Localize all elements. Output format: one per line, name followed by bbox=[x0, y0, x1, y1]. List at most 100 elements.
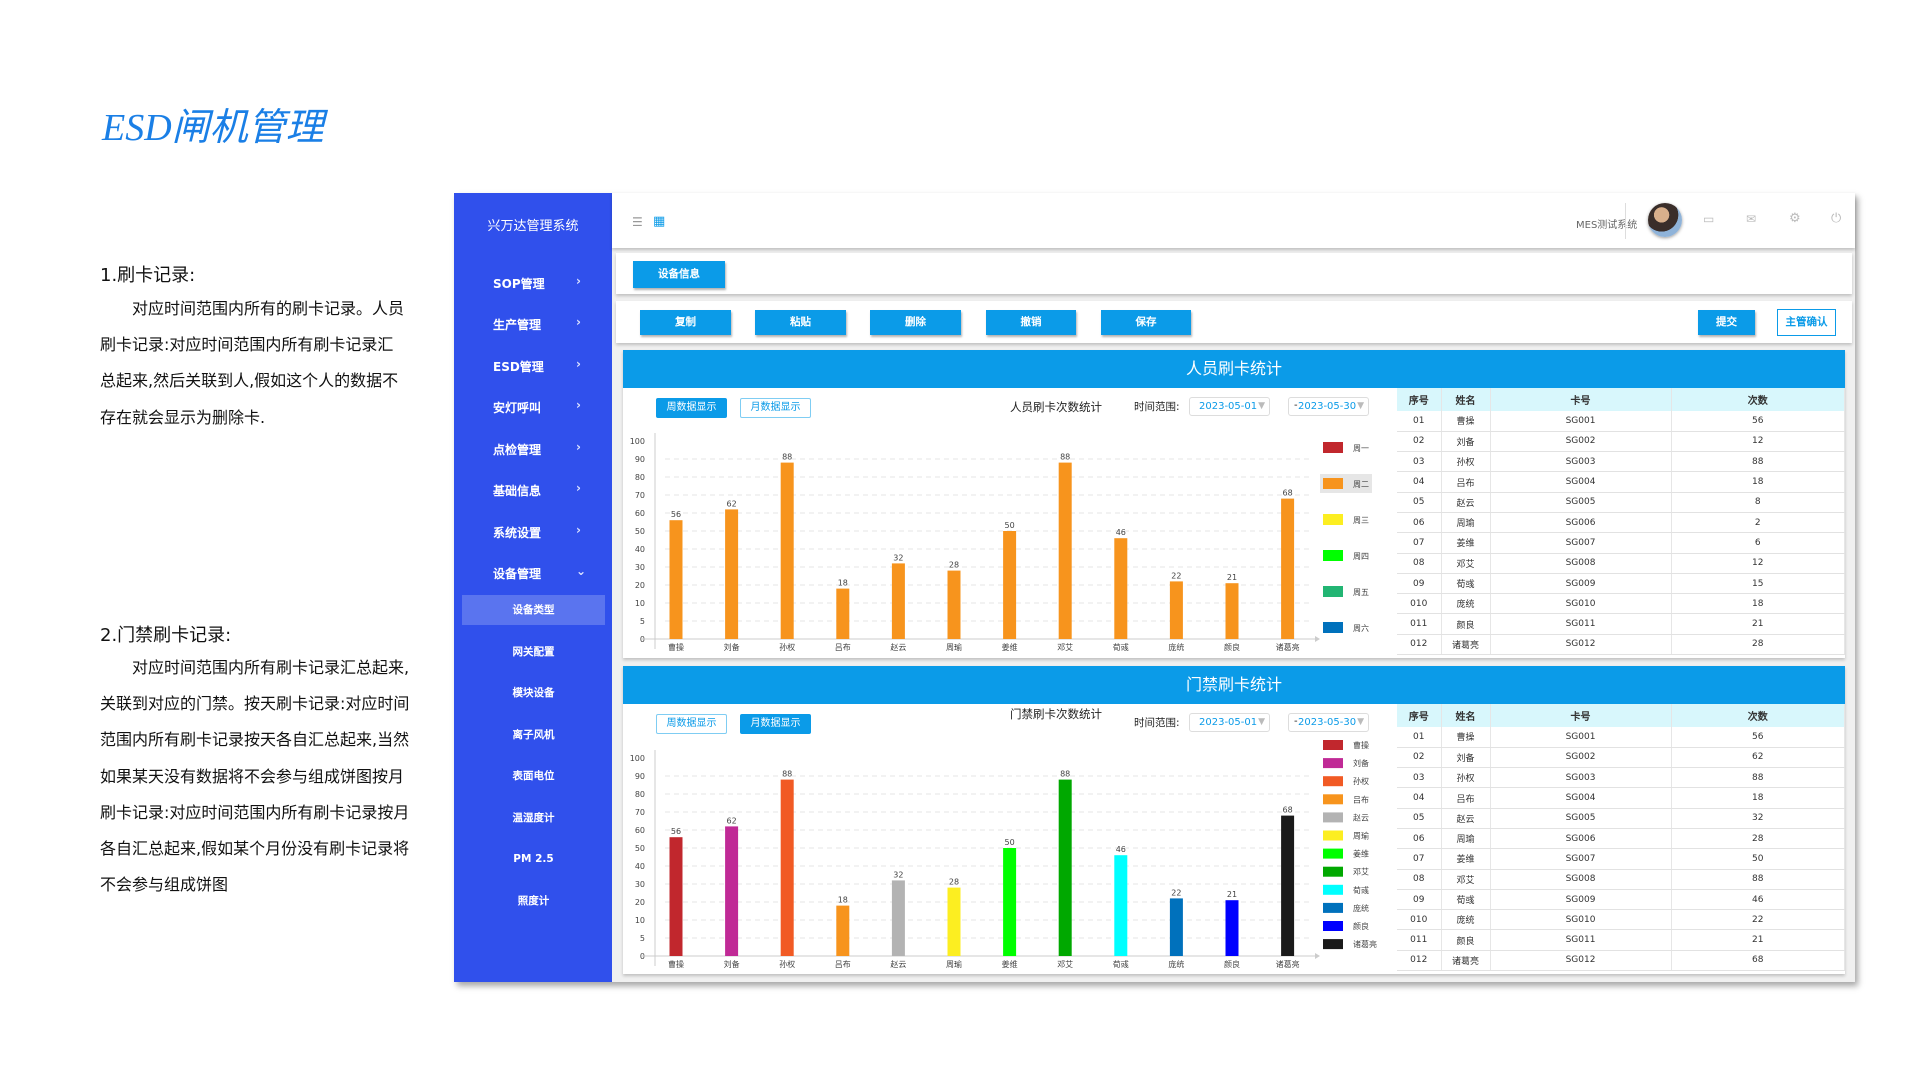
copy-button[interactable]: 复制 bbox=[640, 310, 731, 335]
legend-label[interactable]: 周六 bbox=[1353, 623, 1369, 633]
month-data-button[interactable]: 月数据显示 bbox=[740, 714, 811, 734]
sidebar-item[interactable]: 基础信息 › bbox=[454, 475, 612, 505]
sidebar-subitem[interactable]: 温湿度计 bbox=[512, 812, 555, 824]
delete-button[interactable]: 删除 bbox=[870, 310, 961, 335]
table-row[interactable]: 07 姜维 SG007 6 bbox=[1397, 532, 1845, 554]
sidebar-item[interactable]: 系统设置 › bbox=[454, 517, 612, 547]
dropdown-icon: ▼ bbox=[1357, 717, 1364, 727]
save-button[interactable]: 保存 bbox=[1101, 310, 1191, 335]
sidebar-subitem[interactable]: 表面电位 bbox=[512, 770, 555, 782]
legend-label[interactable]: 周四 bbox=[1353, 552, 1369, 561]
legend-label[interactable]: 周三 bbox=[1353, 516, 1369, 525]
column-header[interactable]: 卡号 bbox=[1490, 704, 1672, 727]
legend-label[interactable]: 赵云 bbox=[1353, 812, 1369, 822]
legend-label[interactable]: 周二 bbox=[1353, 480, 1369, 489]
table-row[interactable]: 03 孙权 SG003 88 bbox=[1397, 767, 1845, 789]
month-data-button[interactable]: 月数据显示 bbox=[740, 398, 811, 418]
x-axis-arrow bbox=[1315, 636, 1320, 642]
table-row[interactable]: 01 曹操 SG001 56 bbox=[1397, 411, 1845, 432]
column-header[interactable]: 序号 bbox=[1397, 388, 1442, 411]
x-tick-label: 赵云 bbox=[890, 642, 906, 652]
tab-device-info[interactable]: 设备信息 bbox=[633, 261, 725, 288]
table-row[interactable]: 06 周瑜 SG006 2 bbox=[1397, 512, 1845, 534]
legend-label[interactable]: 邓艾 bbox=[1353, 868, 1369, 877]
sidebar-subitem[interactable]: 离子风机 bbox=[512, 729, 555, 741]
table-row[interactable]: 012 诸葛亮 SG012 28 bbox=[1397, 634, 1845, 656]
table-row[interactable]: 011 颜良 SG011 21 bbox=[1397, 929, 1845, 951]
column-header[interactable]: 姓名 bbox=[1441, 388, 1491, 411]
legend-label[interactable]: 刘备 bbox=[1353, 758, 1369, 768]
table-row[interactable]: 07 姜维 SG007 50 bbox=[1397, 848, 1845, 870]
table-row[interactable]: 04 吕布 SG004 18 bbox=[1397, 787, 1845, 809]
sidebar-subitem[interactable]: 模块设备 bbox=[512, 687, 555, 699]
sidebar-item[interactable]: SOP管理 › bbox=[454, 268, 612, 298]
legend-label[interactable]: 诸葛亮 bbox=[1353, 939, 1377, 949]
sidebar-subitem[interactable]: PM 2.5 bbox=[513, 853, 554, 865]
table-row[interactable]: 09 荀彧 SG009 15 bbox=[1397, 573, 1845, 595]
legend-swatch bbox=[1323, 939, 1343, 950]
table-row[interactable]: 012 诸葛亮 SG012 68 bbox=[1397, 950, 1845, 972]
table-row[interactable]: 02 刘备 SG002 12 bbox=[1397, 431, 1845, 453]
table-row[interactable]: 06 周瑜 SG006 28 bbox=[1397, 828, 1845, 850]
power-icon[interactable]: ⏻ bbox=[1831, 211, 1842, 226]
table-row[interactable]: 01 曹操 SG001 56 bbox=[1397, 727, 1845, 748]
table-row[interactable]: 08 邓艾 SG008 12 bbox=[1397, 553, 1845, 574]
legend-label[interactable]: 周五 bbox=[1353, 588, 1369, 597]
date-from-select[interactable]: 2023-05-01 ▼ bbox=[1189, 397, 1270, 416]
table-cell: 06 bbox=[1397, 512, 1442, 534]
legend-label[interactable]: 吕布 bbox=[1353, 794, 1369, 804]
settings-icon[interactable]: ⚙ bbox=[1789, 211, 1801, 226]
table-cell: 邓艾 bbox=[1441, 869, 1491, 890]
column-header[interactable]: 次数 bbox=[1671, 704, 1845, 727]
column-header[interactable]: 卡号 bbox=[1490, 388, 1672, 411]
legend-label[interactable]: 姜维 bbox=[1353, 849, 1369, 859]
column-header[interactable]: 次数 bbox=[1671, 388, 1845, 411]
grid-view-icon[interactable]: ▦ bbox=[653, 214, 666, 229]
legend-label[interactable]: 曹操 bbox=[1353, 740, 1369, 750]
column-header[interactable]: 序号 bbox=[1397, 704, 1442, 727]
time-range-label: 时间范围: bbox=[1134, 717, 1180, 729]
table-row[interactable]: 05 赵云 SG005 32 bbox=[1397, 808, 1845, 829]
sidebar-subitem[interactable]: 照度计 bbox=[517, 895, 550, 907]
sidebar-item[interactable]: 安灯呼叫 › bbox=[454, 392, 612, 422]
legend-label[interactable]: 颜良 bbox=[1353, 921, 1369, 931]
table-row[interactable]: 04 吕布 SG004 18 bbox=[1397, 471, 1845, 493]
undo-button[interactable]: 撤销 bbox=[986, 310, 1076, 335]
column-header[interactable]: 姓名 bbox=[1441, 704, 1491, 727]
legend-label[interactable]: 周瑜 bbox=[1353, 831, 1369, 841]
sidebar-item[interactable]: 设备管理 ⌄ bbox=[454, 558, 612, 588]
sidebar-subitem[interactable]: 网关配置 bbox=[512, 646, 555, 658]
sidebar-subitem[interactable]: 设备类型 bbox=[462, 595, 605, 625]
sidebar-item[interactable]: ESD管理 › bbox=[454, 351, 612, 381]
table-row[interactable]: 03 孙权 SG003 88 bbox=[1397, 451, 1845, 473]
table-cell: SG010 bbox=[1490, 909, 1672, 931]
sidebar-item[interactable]: 点检管理 › bbox=[454, 434, 612, 464]
menu-toggle-icon[interactable]: ☰ bbox=[632, 215, 643, 229]
week-data-button[interactable]: 周数据显示 bbox=[656, 714, 727, 734]
legend-label[interactable]: 孙权 bbox=[1353, 776, 1369, 786]
date-to-select[interactable]: 2023-05-30 ▼ bbox=[1288, 713, 1369, 732]
table-cell: 07 bbox=[1397, 848, 1442, 870]
table-row[interactable]: 010 庞统 SG010 18 bbox=[1397, 593, 1845, 615]
date-to-select[interactable]: 2023-05-30 ▼ bbox=[1288, 397, 1369, 416]
date-from-select[interactable]: 2023-05-01 ▼ bbox=[1189, 713, 1270, 732]
table-row[interactable]: 02 刘备 SG002 62 bbox=[1397, 747, 1845, 769]
table-row[interactable]: 09 荀彧 SG009 46 bbox=[1397, 889, 1845, 911]
table-row[interactable]: 011 颜良 SG011 21 bbox=[1397, 613, 1845, 635]
sidebar-item[interactable]: 生产管理 › bbox=[454, 309, 612, 339]
paste-button[interactable]: 粘贴 bbox=[755, 310, 846, 335]
legend-label[interactable]: 荀彧 bbox=[1353, 885, 1369, 895]
message-icon[interactable]: ▭ bbox=[1703, 212, 1715, 226]
legend-swatch bbox=[1323, 550, 1343, 561]
week-data-button[interactable]: 周数据显示 bbox=[656, 398, 727, 418]
mail-icon[interactable]: ✉ bbox=[1746, 212, 1757, 226]
table-row[interactable]: 010 庞统 SG010 22 bbox=[1397, 909, 1845, 931]
submit-button[interactable]: 提交 bbox=[1698, 310, 1755, 335]
table-row[interactable]: 08 邓艾 SG008 88 bbox=[1397, 869, 1845, 890]
approve-button[interactable]: 主管确认 bbox=[1777, 309, 1836, 336]
legend-label[interactable]: 周一 bbox=[1353, 444, 1369, 453]
legend-swatch bbox=[1323, 758, 1343, 769]
legend-label[interactable]: 庞统 bbox=[1353, 903, 1369, 913]
user-avatar[interactable] bbox=[1648, 203, 1682, 237]
table-row[interactable]: 05 赵云 SG005 8 bbox=[1397, 492, 1845, 513]
